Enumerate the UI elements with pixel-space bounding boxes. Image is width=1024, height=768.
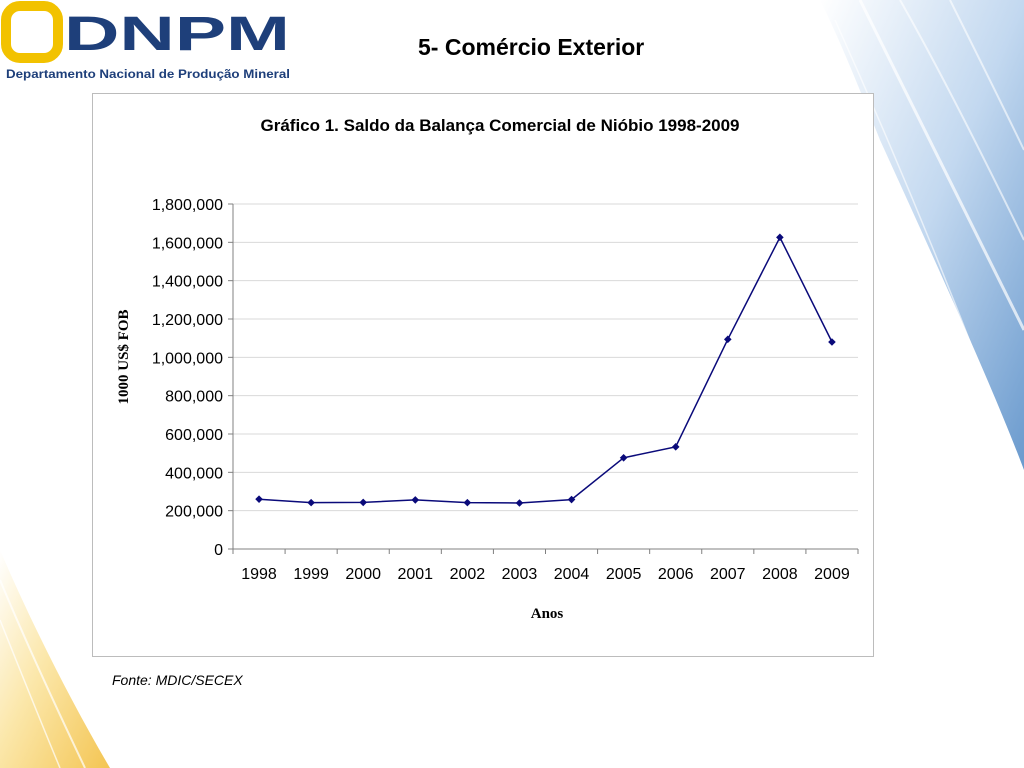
x-tick-label: 2007: [710, 566, 746, 583]
y-tick-label: 1,600,000: [152, 235, 223, 252]
y-tick-label: 800,000: [165, 389, 223, 406]
x-tick-labels: 1998 1999 2000 2001 2002 2003 2004 2005 2006 2007…: [241, 566, 850, 583]
x-tick-label: 2002: [450, 566, 486, 583]
data-point-marker: [307, 498, 315, 507]
series-line: [258, 235, 833, 504]
y-tick-labels: 0 200,000 400,000 600,000 800,000 1,000,000 1,…: [152, 197, 223, 559]
x-tick-label: 2000: [345, 566, 381, 583]
y-tick-label: 400,000: [165, 465, 223, 482]
y-tick-label: 1,400,000: [152, 274, 223, 291]
data-point-marker: [619, 453, 628, 462]
y-tick-label: 200,000: [165, 504, 223, 521]
x-tick-label: 1998: [241, 566, 277, 583]
axes: [228, 203, 859, 554]
gold-ribbon-decoration: [0, 550, 110, 768]
x-tick-label: 2001: [397, 566, 433, 583]
data-point-marker: [359, 498, 368, 507]
y-tick-label: 0: [214, 542, 223, 559]
series-layer: [255, 233, 836, 507]
logo-wordmark: DNPM: [64, 8, 290, 61]
y-axis-label: 1000 US$ FOB: [116, 309, 132, 404]
slide-title: 5- Comércio Exterior: [418, 34, 645, 60]
data-point-marker: [411, 496, 420, 504]
data-point-marker: [776, 233, 784, 242]
y-tick-label: 1,000,000: [152, 350, 223, 367]
y-tick-label: 600,000: [165, 427, 223, 444]
data-point-marker: [255, 495, 263, 503]
data-point-marker: [828, 338, 836, 346]
gridlines: [233, 203, 858, 512]
logo-subtitle: Departamento Nacional de Produção Minera…: [6, 67, 290, 81]
line-chart: Gráfico 1. Saldo da Balança Comercial de…: [116, 116, 859, 622]
x-axis-label: Anos: [531, 606, 564, 622]
x-tick-label: 2008: [762, 566, 798, 583]
chart-frame: [92, 93, 874, 657]
dnpm-logo: DNPM Departamento Nacional de Produção M…: [1, 1, 290, 81]
data-point-marker: [567, 495, 576, 504]
x-tick-label: 1999: [293, 566, 329, 583]
x-tick-label: 2004: [554, 566, 590, 583]
data-point-marker: [723, 335, 732, 344]
logo-emblem-icon: [1, 1, 63, 63]
y-tick-label: 1,800,000: [152, 197, 223, 214]
data-point-marker: [515, 499, 524, 507]
chart-title: Gráfico 1. Saldo da Balança Comercial de…: [260, 116, 739, 135]
x-tick-label: 2003: [502, 566, 538, 583]
x-tick-label: 2005: [606, 566, 642, 583]
data-point-marker: [463, 498, 472, 507]
x-tick-label: 2006: [658, 566, 694, 583]
data-point-marker: [671, 443, 680, 451]
source-note: Fonte: MDIC/SECEX: [112, 672, 243, 688]
y-tick-label: 1,200,000: [152, 312, 223, 329]
x-tick-label: 2009: [814, 566, 850, 583]
